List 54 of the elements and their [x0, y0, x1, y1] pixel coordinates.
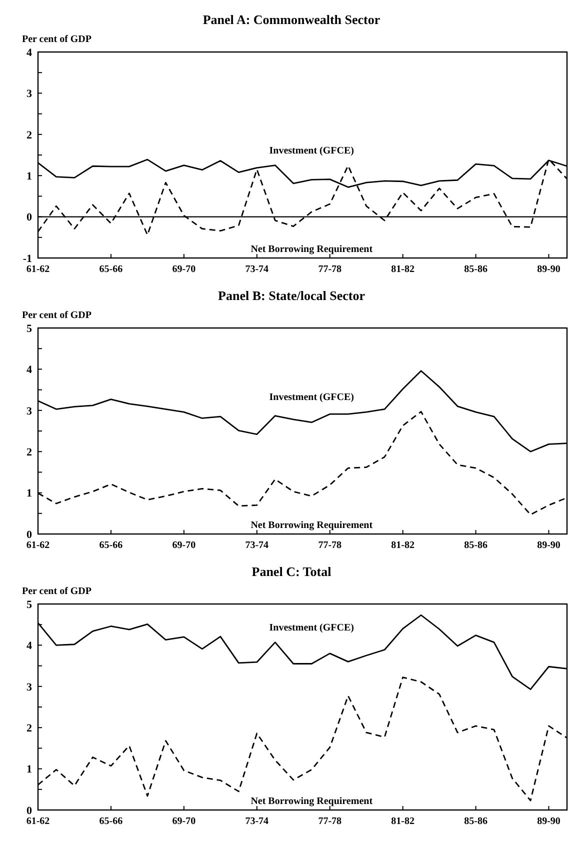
- y-tick-label: 1: [26, 488, 32, 500]
- x-tick-label: 89-90: [537, 264, 560, 275]
- x-tick-label: 73-74: [245, 540, 269, 551]
- x-tick-label: 77-78: [318, 540, 342, 551]
- y-tick-label: 3: [26, 405, 32, 418]
- y-tick-label: 5: [26, 598, 32, 611]
- x-tick-label: 69-70: [172, 816, 196, 827]
- x-tick-label: 85-86: [464, 540, 488, 551]
- x-tick-label: 73-74: [245, 816, 269, 827]
- x-tick-label: 81-82: [391, 816, 414, 827]
- x-tick-label: 85-86: [464, 816, 488, 827]
- x-tick-label: 61-62: [26, 264, 50, 275]
- y-tick-label: 1: [26, 764, 32, 776]
- y-tick-label: 3: [26, 681, 32, 694]
- x-tick-label: 89-90: [537, 540, 560, 551]
- x-tick-label: 81-82: [391, 264, 414, 275]
- y-tick-label: 4: [26, 46, 32, 59]
- x-tick-label: 69-70: [172, 264, 196, 275]
- x-tick-label: 89-90: [537, 816, 560, 827]
- series-label: Net Borrowing Requirement: [250, 796, 374, 807]
- x-tick-label: 69-70: [172, 540, 196, 551]
- y-tick-label: 4: [26, 364, 32, 376]
- x-tick-label: 77-78: [318, 264, 342, 275]
- y-tick-label: 2: [26, 722, 32, 734]
- series-label: Investment (GFCE): [269, 622, 354, 634]
- x-tick-label: 61-62: [26, 540, 50, 551]
- x-tick-label: 85-86: [464, 264, 488, 275]
- chart-title: Panel A: Commonwealth Sector: [202, 12, 380, 27]
- x-tick-label: 81-82: [391, 540, 414, 551]
- chart-title: Panel C: Total: [252, 564, 332, 579]
- series-label: Investment (GFCE): [269, 145, 354, 156]
- y-axis-title: Per cent of GDP: [22, 34, 92, 45]
- y-tick-label: 3: [26, 88, 32, 100]
- y-tick-label: 2: [26, 129, 32, 142]
- y-tick-label: 5: [26, 322, 32, 335]
- y-axis-title: Per cent of GDP: [22, 310, 92, 321]
- y-tick-label: -1: [22, 252, 32, 265]
- x-tick-label: 65-66: [99, 264, 123, 275]
- y-tick-label: 0: [26, 212, 32, 224]
- y-tick-label: 0: [26, 528, 32, 541]
- chart-title: Panel B: State/local Sector: [218, 288, 366, 303]
- text: Net Borrowing Requirement: [250, 244, 374, 255]
- y-tick-label: 4: [26, 640, 32, 652]
- x-tick-label: 73-74: [245, 264, 269, 275]
- y-tick-label: 2: [26, 446, 32, 458]
- series-label: Investment (GFCE): [269, 392, 354, 404]
- series-label: Net Borrowing Requirement: [250, 520, 374, 531]
- x-tick-label: 77-78: [318, 816, 342, 827]
- y-axis-title: Per cent of GDP: [22, 586, 92, 597]
- y-tick-label: 0: [26, 804, 32, 817]
- y-tick-label: 1: [26, 170, 32, 182]
- x-tick-label: 61-62: [26, 816, 50, 827]
- x-tick-label: 65-66: [99, 816, 123, 827]
- x-tick-label: 65-66: [99, 540, 123, 551]
